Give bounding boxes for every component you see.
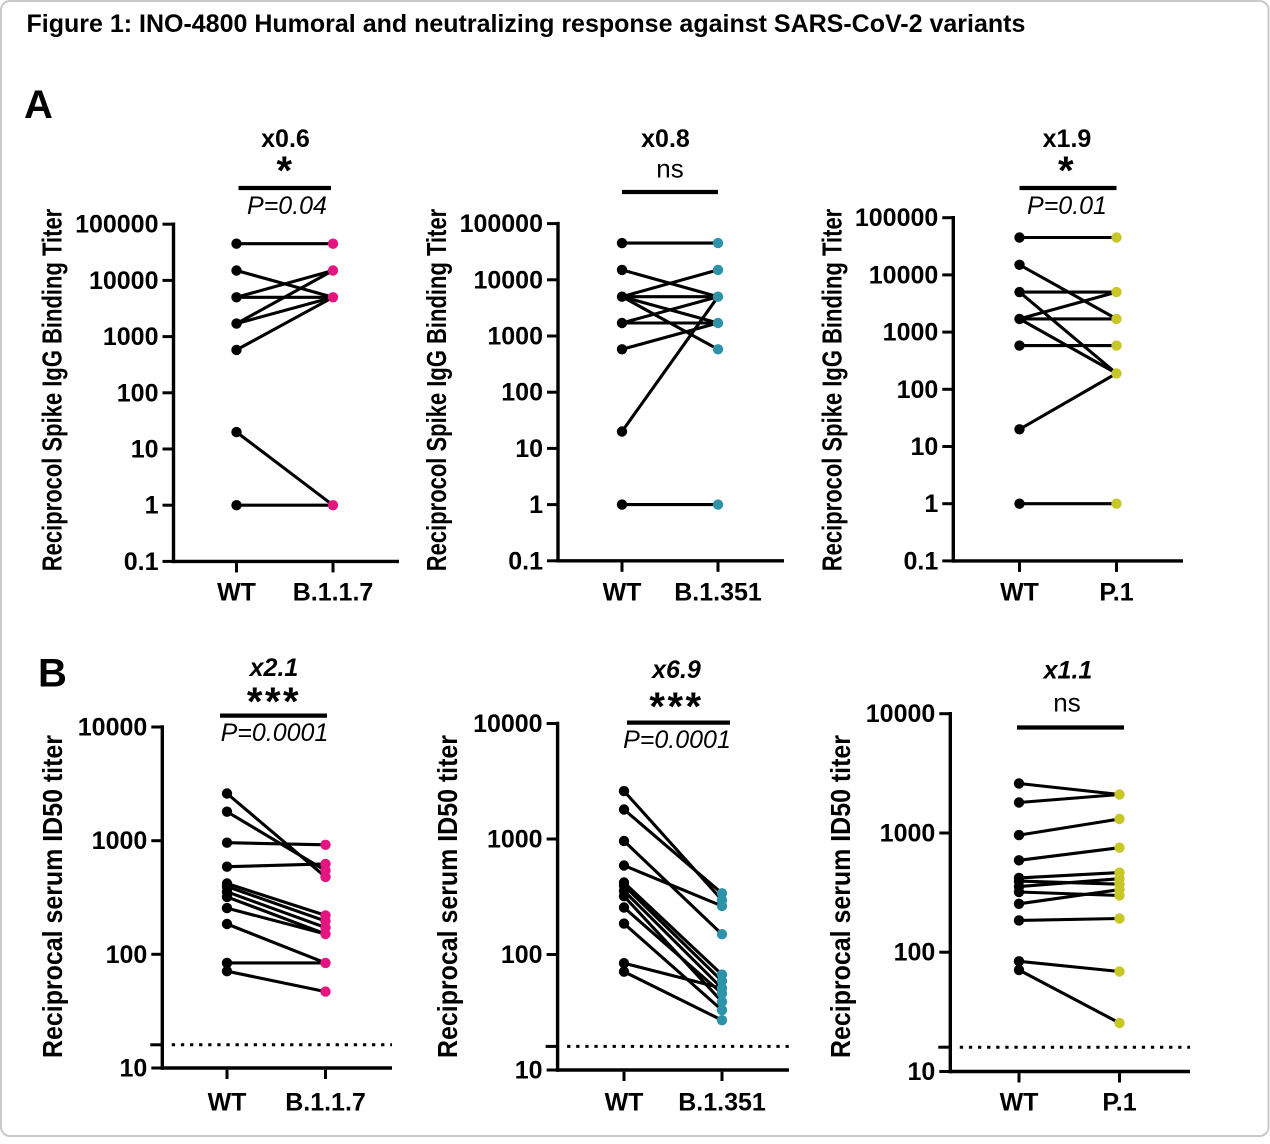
svg-text:10000: 10000: [473, 266, 543, 294]
svg-text:ns: ns: [656, 154, 683, 184]
svg-text:P=0.01: P=0.01: [1027, 192, 1107, 220]
svg-text:P.1: P.1: [1099, 579, 1133, 607]
svg-text:WT: WT: [603, 579, 642, 607]
svg-text:100: 100: [106, 941, 148, 969]
svg-text:0.1: 0.1: [124, 548, 159, 576]
svg-text:10: 10: [907, 1058, 935, 1086]
svg-text:P.1: P.1: [1102, 1089, 1136, 1117]
svg-text:Reciprocol Spike IgG Binding T: Reciprocol Spike IgG Binding Titer: [817, 208, 848, 571]
svg-text:1: 1: [145, 492, 159, 520]
svg-text:1: 1: [924, 490, 938, 518]
svg-text:10: 10: [515, 435, 543, 463]
svg-text:100000: 100000: [75, 211, 158, 239]
svg-text:0.1: 0.1: [508, 547, 543, 575]
svg-text:ns: ns: [1053, 688, 1080, 718]
svg-text:A: A: [24, 83, 53, 127]
svg-text:B.1.1.7: B.1.1.7: [285, 1089, 366, 1117]
svg-text:*: *: [1058, 149, 1076, 193]
svg-text:100000: 100000: [460, 210, 543, 238]
svg-text:1000: 1000: [880, 820, 936, 848]
svg-text:B.1.351: B.1.351: [674, 579, 762, 607]
svg-text:Reciprocal serum ID50 titer: Reciprocal serum ID50 titer: [825, 735, 856, 1058]
svg-text:B: B: [38, 652, 67, 696]
svg-text:1000: 1000: [92, 827, 148, 855]
svg-text:Reciprocol Spike IgG Binding T: Reciprocol Spike IgG Binding Titer: [37, 208, 68, 571]
svg-text:1000: 1000: [883, 319, 939, 347]
svg-text:P=0.0001: P=0.0001: [623, 726, 731, 754]
svg-text:10000: 10000: [869, 261, 939, 289]
svg-text:x0.8: x0.8: [641, 125, 690, 153]
svg-text:10: 10: [131, 436, 159, 464]
svg-text:100: 100: [897, 376, 939, 404]
svg-text:WT: WT: [208, 1089, 247, 1117]
svg-text:P=0.04: P=0.04: [247, 192, 327, 220]
svg-text:100: 100: [894, 939, 936, 967]
svg-text:WT: WT: [1000, 579, 1039, 607]
svg-text:10: 10: [119, 1055, 147, 1083]
svg-text:x1.9: x1.9: [1043, 125, 1092, 153]
svg-text:100: 100: [117, 379, 159, 407]
svg-text:x1.1: x1.1: [1042, 657, 1093, 685]
svg-text:Figure 1: INO-4800 Humoral and: Figure 1: INO-4800 Humoral and neutraliz…: [27, 10, 1026, 38]
svg-text:*: *: [276, 149, 294, 193]
svg-text:x0.6: x0.6: [261, 125, 310, 153]
svg-text:10000: 10000: [473, 710, 543, 738]
svg-text:B.1.1.7: B.1.1.7: [293, 579, 374, 607]
svg-text:Reciprocal serum ID50 titer: Reciprocal serum ID50 titer: [37, 735, 68, 1058]
svg-text:B.1.351: B.1.351: [678, 1089, 766, 1117]
svg-text:1: 1: [529, 491, 543, 519]
svg-text:WT: WT: [217, 579, 256, 607]
svg-text:1000: 1000: [487, 826, 543, 854]
svg-text:10000: 10000: [866, 700, 936, 728]
svg-text:10: 10: [910, 433, 938, 461]
svg-text:10000: 10000: [78, 714, 148, 742]
svg-text:x6.9: x6.9: [650, 656, 701, 684]
svg-text:WT: WT: [605, 1089, 644, 1117]
svg-text:1000: 1000: [103, 323, 159, 351]
svg-text:100000: 100000: [855, 204, 938, 232]
svg-text:WT: WT: [1000, 1089, 1039, 1117]
svg-text:Reciprocal serum ID50 titer: Reciprocal serum ID50 titer: [432, 735, 463, 1058]
svg-text:x2.1: x2.1: [248, 654, 299, 682]
svg-text:Reciprocol Spike IgG Binding T: Reciprocol Spike IgG Binding Titer: [422, 208, 453, 571]
svg-text:1000: 1000: [487, 323, 543, 351]
svg-text:10000: 10000: [89, 267, 159, 295]
svg-text:0.1: 0.1: [904, 547, 939, 575]
svg-text:P=0.0001: P=0.0001: [221, 719, 329, 747]
svg-text:100: 100: [501, 941, 543, 969]
svg-text:100: 100: [501, 379, 543, 407]
svg-text:10: 10: [515, 1057, 543, 1085]
